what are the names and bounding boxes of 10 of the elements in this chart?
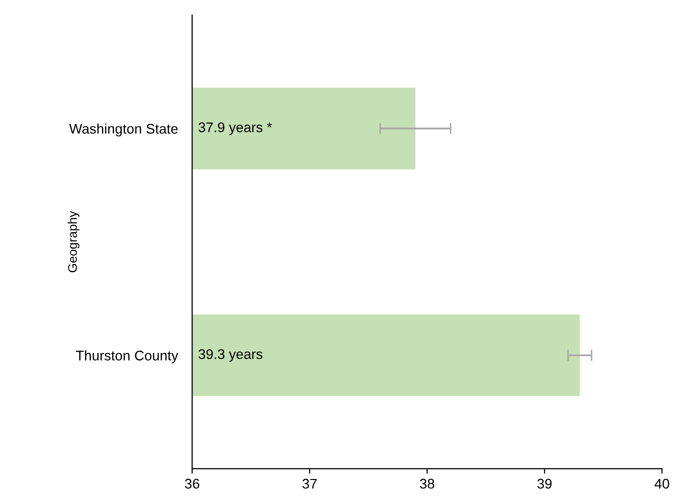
data-label: 37.9 years *: [198, 122, 272, 135]
x-tick-label: 37: [302, 478, 317, 489]
x-tick-label: 40: [654, 478, 670, 489]
y-tick-label: Washington State: [69, 123, 178, 136]
y-axis-title: Geography: [68, 211, 80, 272]
x-tick-label: 36: [184, 478, 200, 489]
data-label: 39.3 years: [198, 349, 262, 362]
x-tick-label: 38: [420, 478, 434, 489]
x-tick-label: 39: [537, 478, 552, 489]
y-tick-label: Thurston County: [76, 350, 178, 364]
